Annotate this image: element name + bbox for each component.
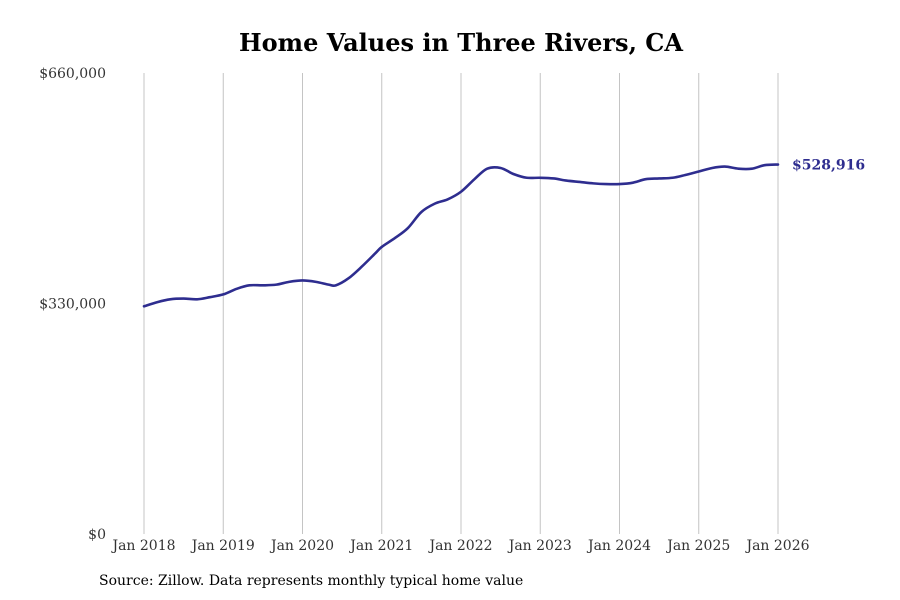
y-tick-label: $330,000 (39, 297, 106, 313)
source-note: Source: Zillow. Data represents monthly … (99, 573, 524, 589)
x-tick-label: Jan 2018 (110, 538, 175, 554)
x-axis: Jan 2018 Jan 2019 Jan 2020 Jan 2021 Jan 2022… (110, 538, 809, 554)
x-tick-label: Jan 2025 (665, 538, 730, 554)
y-tick-label: $660,000 (39, 66, 106, 82)
x-tick-label: Jan 2022 (427, 538, 492, 554)
grid-layer (143, 73, 779, 534)
x-tick-label: Jan 2019 (190, 538, 255, 554)
x-tick-label: Jan 2026 (744, 538, 809, 554)
chart-title: Home Values in Three Rivers, CA (238, 28, 683, 57)
y-axis: $0 $330,000 $660,000 (39, 66, 106, 543)
y-tick-label: $0 (88, 527, 106, 543)
series-layer (142, 163, 780, 308)
label-layer: $528,916 (792, 158, 865, 174)
x-tick-label: Jan 2023 (507, 538, 572, 554)
series-line-home-value (142, 163, 780, 308)
x-tick-label: Jan 2020 (269, 538, 334, 554)
x-tick-label: Jan 2024 (586, 538, 651, 554)
x-tick-label: Jan 2021 (348, 538, 413, 554)
end-value-label: $528,916 (792, 158, 865, 174)
